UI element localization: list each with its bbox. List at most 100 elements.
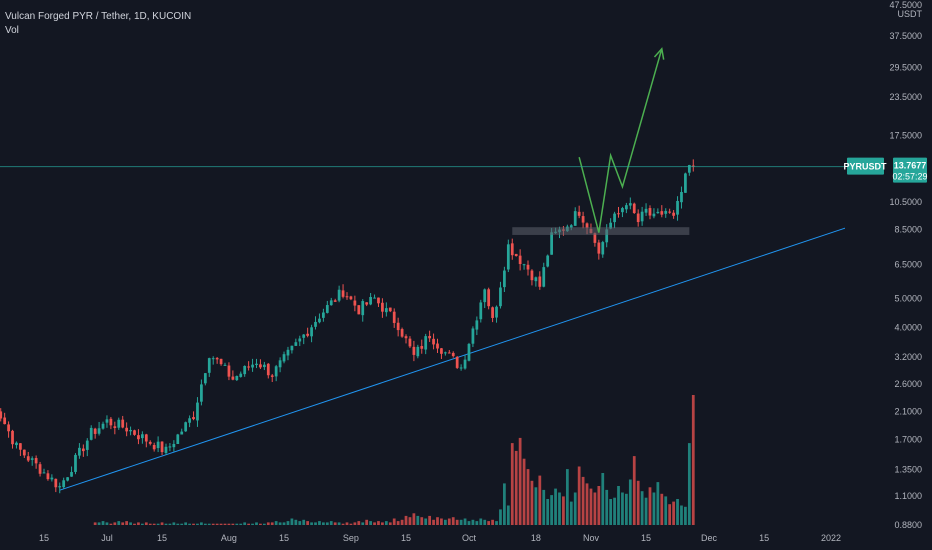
volume-bar [676, 499, 679, 525]
volume-bar [219, 523, 223, 525]
volume-bar [526, 469, 530, 525]
volume-bar [467, 521, 471, 525]
volume-bar [471, 519, 475, 525]
volume-bar [357, 521, 361, 525]
volume-bar [266, 522, 270, 525]
candle [66, 477, 69, 482]
volume-bar [172, 522, 176, 525]
volume-bar [215, 523, 219, 525]
candle [353, 295, 357, 312]
candle [180, 428, 184, 435]
volume-bar [203, 523, 207, 525]
volume-bar [605, 489, 609, 525]
candle [676, 196, 679, 221]
volume-bar [546, 499, 550, 525]
volume-bar [262, 523, 266, 525]
bar-countdown: 02:57:29 [892, 172, 927, 182]
candle [125, 422, 129, 437]
volume-bar [259, 523, 262, 525]
candle [396, 317, 400, 337]
candle [144, 433, 148, 448]
volume-bar [538, 475, 542, 525]
candle [487, 287, 491, 310]
candle [392, 308, 396, 328]
candle [168, 443, 172, 452]
volume-bar [656, 482, 660, 525]
volume-bar [416, 515, 420, 525]
volume-bar [188, 523, 191, 525]
volume-bar [148, 523, 152, 525]
candle [207, 357, 211, 377]
volume-bar [322, 522, 325, 525]
price-tick-label: 2.1000 [894, 407, 922, 417]
volume-bar [628, 479, 632, 525]
candle [495, 305, 498, 323]
time-tick-label: Sep [343, 533, 359, 543]
volume-bar [302, 519, 306, 525]
candle [172, 440, 176, 452]
candle [522, 263, 526, 270]
volume-bar [660, 493, 664, 525]
candle [243, 365, 247, 377]
volume-bar [329, 521, 333, 525]
candle [219, 358, 223, 366]
symbol-title[interactable]: Vulcan Forged PYR / Tether, 1D, KUCOIN [5, 11, 192, 22]
price-axis[interactable] [845, 0, 932, 550]
volume-bar [125, 521, 129, 525]
candle [117, 417, 121, 430]
volume-bar [589, 488, 593, 525]
candle [239, 371, 243, 378]
candle [192, 411, 195, 421]
candle [664, 208, 668, 218]
time-tick-label: 18 [531, 533, 541, 543]
candle [97, 421, 101, 436]
support-zone[interactable] [512, 227, 690, 235]
candle [400, 327, 404, 338]
candle [298, 335, 302, 347]
volume-bar [491, 519, 494, 525]
candle [428, 330, 432, 342]
time-tick-label: 2022 [821, 533, 841, 543]
volume-bar [621, 492, 624, 525]
candle [81, 444, 85, 457]
time-axis[interactable] [0, 528, 932, 550]
volume-bar [451, 517, 455, 525]
candle [597, 239, 601, 260]
volume-bar [180, 523, 184, 525]
price-tick-label: 47.5000 [889, 0, 922, 10]
price-tick-label: 10.5000 [889, 197, 922, 207]
volume-bar [534, 487, 538, 525]
projection-path[interactable] [578, 48, 663, 233]
volume-bar [625, 493, 628, 525]
volume-bar [573, 492, 577, 525]
candle [148, 440, 152, 446]
candle [259, 359, 262, 370]
volume-bar [691, 395, 695, 525]
candle [680, 186, 683, 209]
volume-bar [424, 518, 428, 525]
candle [121, 415, 125, 429]
time-tick-label: 15 [279, 533, 289, 543]
last-price-value: 13.7677 [894, 161, 927, 171]
candle [89, 425, 93, 441]
candle [15, 441, 18, 449]
candle [632, 202, 636, 214]
candle [617, 206, 620, 218]
candle [152, 442, 156, 452]
candle [424, 333, 428, 355]
volume-bar [506, 505, 510, 525]
volume-indicator-label[interactable]: Vol [5, 25, 19, 36]
candle [436, 338, 439, 353]
volume-bar [601, 473, 605, 525]
volume-bar [144, 522, 148, 525]
candle [164, 443, 168, 455]
candle [455, 355, 459, 370]
candle [345, 292, 349, 300]
candle [388, 307, 392, 313]
candle [109, 417, 113, 430]
candle [499, 281, 502, 309]
volume-bar [613, 497, 616, 525]
volume-bar [306, 521, 310, 525]
